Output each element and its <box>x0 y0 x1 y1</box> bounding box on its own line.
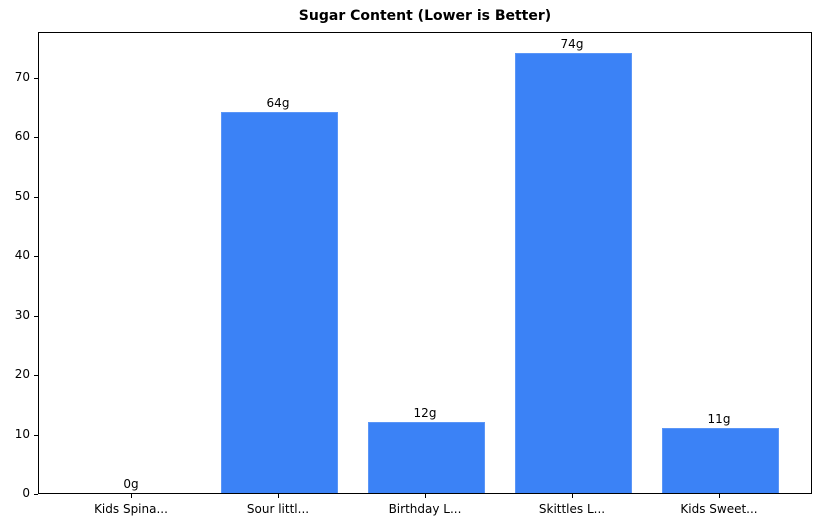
y-tick-label: 0 <box>22 486 30 500</box>
x-tick-label: Kids Spina... <box>94 502 168 516</box>
bar-value-label: 74g <box>560 37 584 51</box>
bar <box>367 421 485 493</box>
y-tick-label: 10 <box>14 426 30 441</box>
y-tick-label: 60 <box>14 129 30 144</box>
x-tick-label: Sour littl... <box>246 502 310 516</box>
bar-value-label: 0g <box>123 477 139 491</box>
y-tick-label: 70 <box>14 69 30 84</box>
x-tick-label: Birthday L... <box>388 502 462 516</box>
y-tick-label: 30 <box>14 307 30 322</box>
x-tick-label: Skittles L... <box>538 502 606 516</box>
y-tick-label: 20 <box>14 367 30 382</box>
bar <box>220 112 338 493</box>
plot-area <box>38 32 812 494</box>
bar <box>514 53 632 493</box>
chart-title: Sugar Content (Lower is Better) <box>298 8 552 24</box>
y-tick-label: 40 <box>14 248 30 263</box>
bar-value-label: 64g <box>266 96 290 111</box>
x-tick-label: Kids Sweet... <box>680 502 758 516</box>
y-tick-label: 50 <box>14 188 30 203</box>
bar-value-label: 11g <box>707 411 731 426</box>
bar <box>661 427 779 493</box>
bar-value-label: 12g <box>413 405 437 420</box>
